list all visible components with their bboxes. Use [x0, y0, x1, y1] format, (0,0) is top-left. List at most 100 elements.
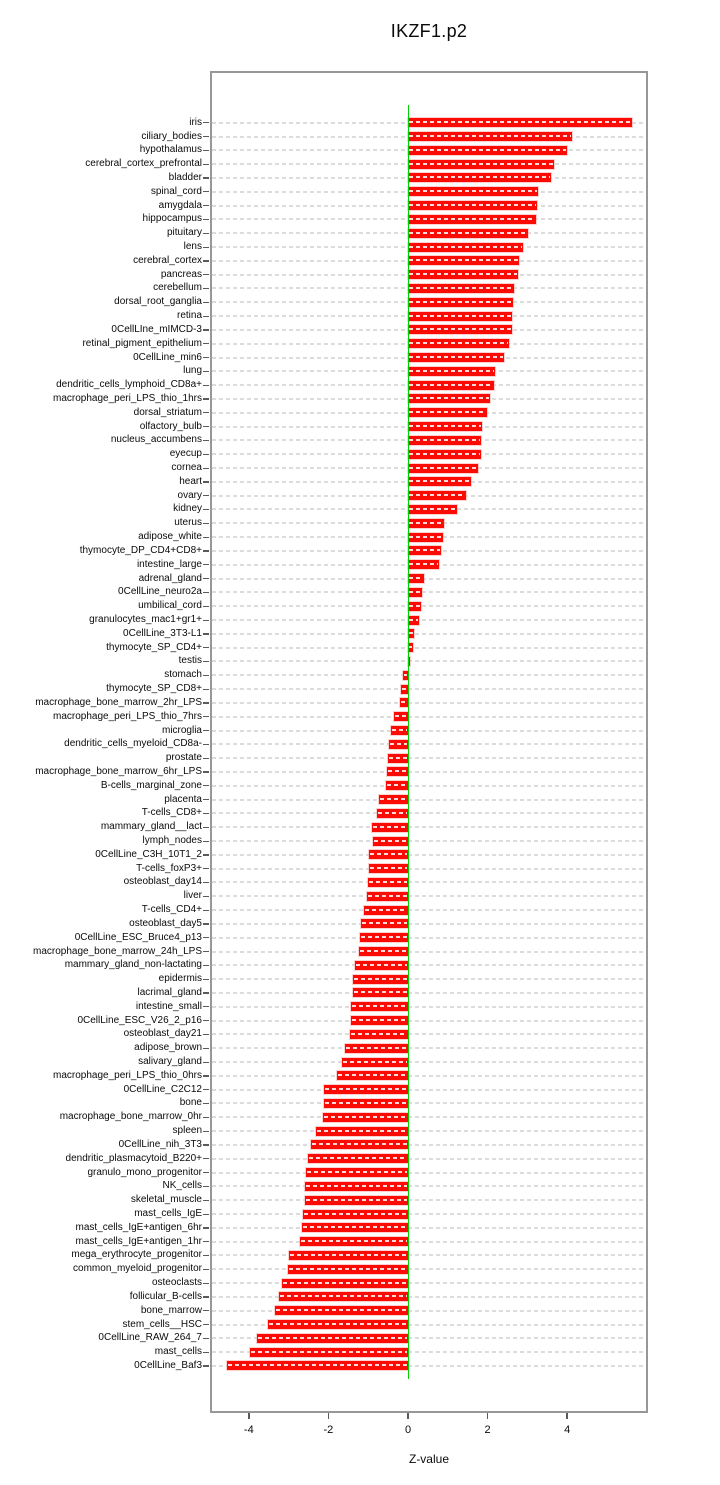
y-tick: [203, 315, 209, 317]
category-label: amygdala: [158, 199, 202, 211]
y-tick: [203, 453, 209, 455]
grid-line: [212, 826, 646, 829]
bar: [350, 1016, 408, 1026]
y-tick: [203, 895, 209, 897]
bar: [274, 1306, 408, 1316]
y-tick: [203, 412, 209, 414]
grid-line: [212, 1268, 646, 1271]
y-tick: [203, 978, 209, 980]
grid-line: [212, 1061, 646, 1064]
category-label: macrophage_peri_LPS_thio_1hrs: [53, 392, 202, 404]
y-tick: [203, 218, 209, 221]
y-tick: [203, 1227, 209, 1229]
bar: [408, 242, 524, 252]
category-label: heart: [179, 475, 202, 487]
y-tick: [203, 260, 209, 262]
category-label: dorsal_root_ganglia: [114, 296, 202, 308]
category-label: stomach: [164, 669, 202, 681]
bar: [408, 449, 481, 459]
grid-line: [212, 605, 646, 608]
y-tick: [203, 799, 209, 801]
bar: [387, 767, 408, 777]
category-label: mast_cells: [154, 1346, 202, 1358]
category-label: olfactory_bulb: [139, 420, 202, 432]
y-tick: [203, 246, 209, 248]
category-label: 0CellLine_nih_3T3: [118, 1138, 202, 1150]
x-tick: [407, 1413, 409, 1419]
bar: [305, 1181, 408, 1191]
x-tick: [566, 1413, 568, 1419]
bar: [288, 1250, 408, 1260]
y-tick: [203, 136, 209, 138]
bar: [352, 988, 408, 998]
chart-title: IKZF1.p2: [390, 21, 468, 41]
y-tick: [203, 1213, 209, 1215]
x-tick-label: 0: [404, 1424, 412, 1436]
y-tick: [203, 467, 209, 469]
category-label: osteoblast_day14: [123, 876, 202, 888]
category-label: thymocyte_SP_CD4+: [106, 641, 202, 653]
bar: [401, 684, 408, 694]
grid-line: [212, 591, 646, 594]
y-tick: [203, 1006, 209, 1008]
category-label: testis: [178, 655, 202, 667]
bar: [408, 325, 512, 335]
bar: [408, 118, 632, 128]
category-label: intestine_large: [136, 558, 202, 570]
y-tick: [203, 743, 209, 746]
y-tick: [203, 232, 209, 234]
grid-line: [212, 660, 646, 663]
bar: [408, 311, 512, 321]
bar: [408, 132, 573, 141]
y-tick: [203, 191, 209, 193]
bar: [408, 353, 504, 363]
category-label: dendritic_plasmacytoid_B220+: [65, 1152, 202, 1164]
bar: [408, 201, 538, 211]
bar: [351, 1002, 408, 1012]
grid-line: [212, 1157, 646, 1160]
bar: [376, 808, 408, 818]
grid-line: [212, 1323, 646, 1326]
category-label: 0CellLine_ESC_V26_2_p16: [77, 1014, 202, 1026]
y-tick: [203, 1116, 209, 1118]
y-tick: [203, 1102, 209, 1105]
bar: [408, 504, 457, 514]
grid-line: [212, 798, 646, 801]
y-tick: [203, 1075, 209, 1077]
bar: [408, 422, 482, 432]
grid-line: [212, 688, 646, 691]
bar: [408, 643, 414, 653]
category-label: follicular_B-cells: [129, 1290, 202, 1302]
y-tick: [203, 591, 209, 594]
grid-line: [212, 1074, 646, 1077]
y-tick: [203, 370, 209, 373]
y-tick: [203, 1144, 209, 1146]
bar: [355, 960, 408, 970]
bar: [408, 587, 422, 597]
bar: [403, 670, 408, 680]
bar: [390, 726, 408, 736]
grid-line: [212, 577, 646, 580]
y-tick: [203, 149, 209, 151]
grid-line: [212, 1185, 646, 1188]
y-tick: [203, 426, 209, 428]
bar: [408, 173, 551, 183]
y-tick: [203, 881, 209, 884]
category-label: T-cells_CD8+: [141, 807, 202, 819]
x-tick-label: -4: [243, 1424, 254, 1436]
category-label: nucleus_accumbens: [110, 434, 202, 446]
category-label: eyecup: [169, 448, 202, 460]
y-tick: [203, 674, 209, 676]
y-tick: [203, 122, 209, 124]
y-tick: [203, 495, 209, 497]
bar: [408, 532, 444, 542]
category-label: iris: [189, 116, 202, 128]
y-tick: [203, 619, 209, 621]
category-label: hippocampus: [142, 213, 202, 225]
grid-line: [212, 1337, 646, 1340]
category-label: bone_marrow: [140, 1304, 202, 1316]
category-label: macrophage_peri_LPS_thio_7hrs: [53, 710, 202, 722]
category-label: mammary_gland_non-lactating: [64, 959, 202, 971]
y-tick: [203, 1047, 209, 1049]
grid-line: [212, 1309, 646, 1312]
